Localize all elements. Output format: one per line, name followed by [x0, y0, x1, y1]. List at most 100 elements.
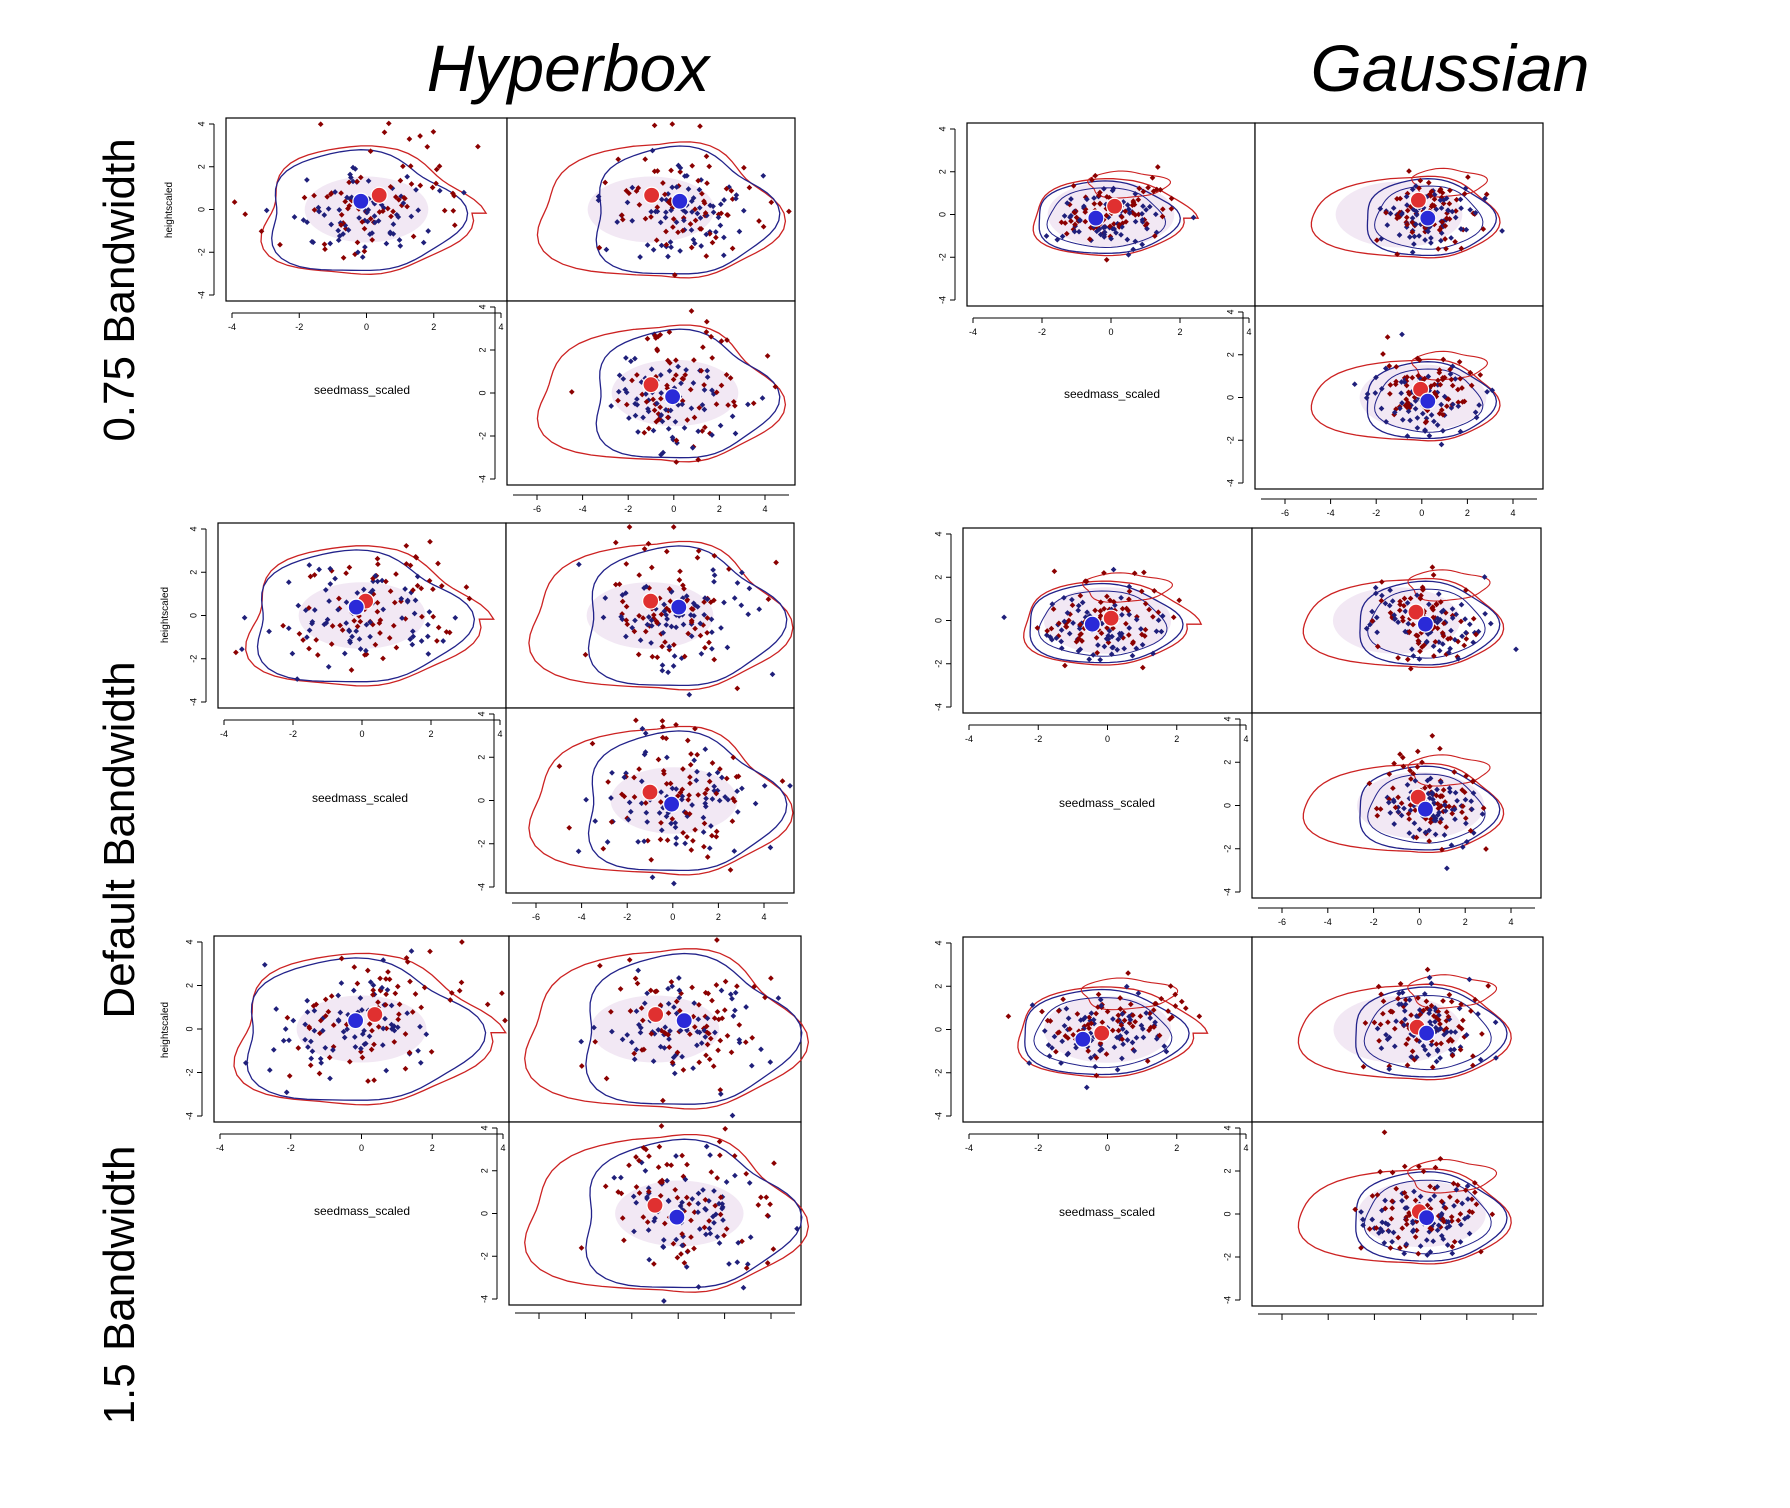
red-point	[1391, 760, 1397, 767]
blue-point	[710, 209, 717, 216]
blue-point	[1108, 235, 1114, 242]
red-point	[703, 153, 710, 160]
red-point	[1467, 369, 1474, 376]
blue-point	[644, 819, 651, 825]
blue-point	[767, 844, 774, 851]
blue-point	[304, 634, 310, 641]
red-point	[694, 751, 701, 758]
red-point	[1446, 803, 1452, 810]
red-point	[701, 198, 707, 205]
red-point	[1107, 223, 1113, 230]
red-point	[1396, 607, 1403, 614]
density-shade	[298, 582, 426, 649]
blue-point	[1378, 385, 1385, 392]
blue-point	[1463, 226, 1470, 233]
blue-point	[1441, 393, 1448, 400]
red-point	[733, 773, 740, 780]
blue-point	[1416, 656, 1423, 662]
red-point	[1369, 618, 1376, 624]
blue-point	[343, 599, 350, 606]
red-point	[636, 612, 642, 619]
y-tick-label: 0	[196, 207, 206, 212]
blue-point	[628, 358, 634, 365]
blue-point	[658, 390, 665, 396]
blue-point	[672, 418, 679, 425]
red-point	[1417, 177, 1424, 184]
blue-point	[1411, 241, 1417, 247]
blue-point	[673, 835, 680, 841]
blue-point	[1473, 414, 1480, 421]
blue-point	[1454, 797, 1460, 804]
blue-point	[374, 578, 381, 585]
blue-point	[734, 809, 741, 815]
red-point	[664, 414, 671, 421]
red-point	[1438, 407, 1445, 413]
y-tick-label: -2	[1222, 845, 1232, 853]
red-point	[663, 780, 670, 787]
blue-point	[1476, 402, 1482, 408]
blue-point	[335, 606, 341, 613]
red-point	[1437, 819, 1444, 826]
blue-point	[270, 1046, 277, 1053]
red-point	[713, 790, 720, 797]
red-point	[648, 564, 655, 571]
blue-point	[1385, 799, 1392, 806]
blue-point	[698, 243, 705, 249]
blue-point	[1390, 205, 1397, 211]
blue-point	[685, 186, 692, 192]
blue-point	[639, 725, 646, 732]
blue-point	[668, 207, 674, 214]
x-tick-label: 0	[1105, 1143, 1110, 1153]
red-point	[1441, 620, 1447, 627]
y-tick-label: 2	[477, 347, 487, 352]
blue-point	[1155, 617, 1162, 624]
blue-point	[410, 633, 417, 640]
blue-point	[1106, 628, 1113, 634]
red-point	[1436, 367, 1443, 373]
blue-point	[305, 1044, 311, 1050]
blue-point	[634, 396, 640, 402]
blue-point	[309, 620, 315, 627]
y-axis-label: heightscaled	[160, 587, 171, 643]
x-tick-label: -2	[1370, 917, 1378, 927]
red-point	[729, 245, 736, 252]
blue-point	[350, 178, 356, 185]
red-point	[643, 398, 650, 405]
blue-point	[1387, 210, 1394, 217]
red-point	[376, 209, 383, 215]
blue-centroid	[1419, 209, 1437, 227]
x-tick-label: -6	[1281, 508, 1289, 518]
red-point	[692, 625, 698, 632]
blue-point	[409, 628, 416, 635]
blue-point	[699, 402, 706, 408]
red-point	[650, 612, 657, 618]
blue-point	[1068, 196, 1074, 202]
blue-point	[1379, 592, 1385, 599]
blue-point	[359, 1007, 365, 1013]
y-tick-label: 2	[1222, 760, 1232, 765]
red-point	[1366, 780, 1373, 787]
red-point	[1125, 632, 1132, 638]
red-point	[670, 524, 677, 530]
red-centroid	[1102, 609, 1120, 627]
y-tick-label: -4	[476, 883, 486, 891]
red-point	[1073, 214, 1080, 221]
blue-point	[302, 607, 309, 614]
red-point	[729, 818, 736, 825]
red-point	[670, 216, 677, 222]
blue-point	[306, 562, 313, 568]
red-point	[361, 652, 368, 658]
blue-point	[1457, 196, 1464, 203]
x-tick-label: -4	[1324, 917, 1332, 927]
blue-point	[1374, 629, 1380, 636]
red-point	[1428, 188, 1435, 195]
red-point	[1398, 800, 1405, 807]
red-point	[434, 638, 440, 644]
y-tick-label: 2	[184, 983, 194, 988]
blue-point	[1121, 645, 1128, 652]
red-point	[395, 196, 402, 203]
blue-point	[398, 595, 405, 602]
blue-point	[738, 602, 745, 609]
red-point	[1078, 631, 1084, 637]
blue-point	[708, 823, 714, 829]
